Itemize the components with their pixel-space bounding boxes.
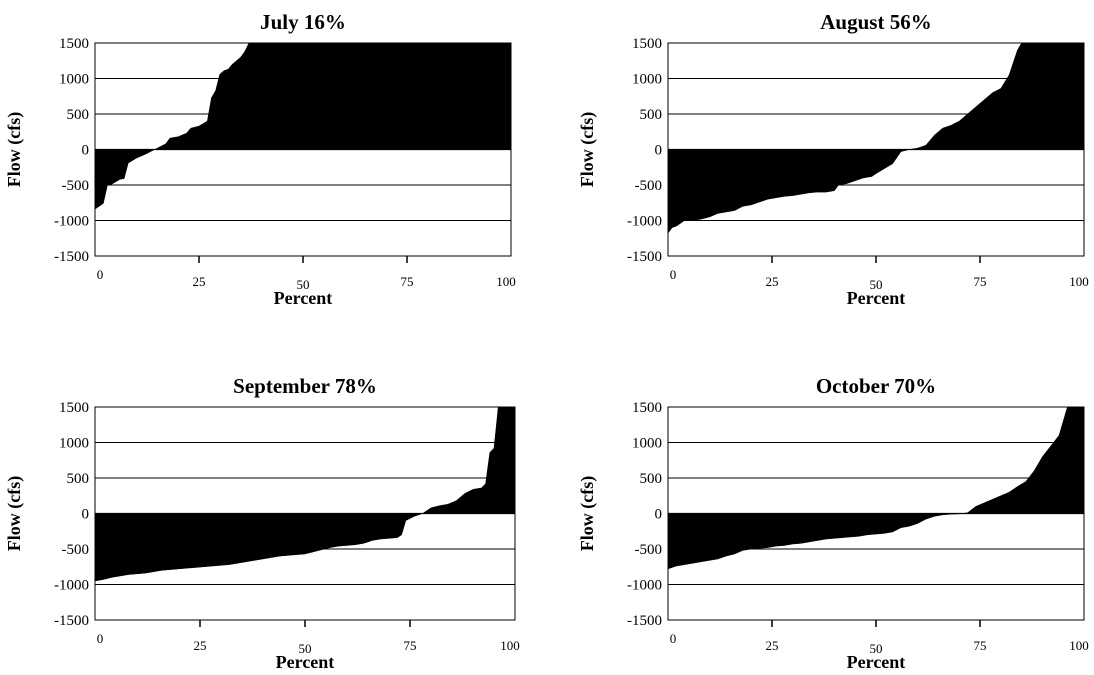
y-tick-label: -500 bbox=[62, 542, 90, 558]
x-axis-title: Percent bbox=[274, 288, 333, 308]
chart-panel-0: 1500 1000 500 0 -500 -1000 -1500 0 25 50 75 100 July… bbox=[4, 10, 516, 308]
x-tick-label: 75 bbox=[974, 274, 987, 289]
y-tick-label: 0 bbox=[82, 143, 90, 159]
x-tick-label: 25 bbox=[194, 638, 207, 653]
y-tick-label: -500 bbox=[62, 178, 90, 194]
y-axis-title: Flow (cfs) bbox=[577, 112, 598, 187]
x-tick-label: 50 bbox=[870, 641, 883, 656]
y-tick-label: 0 bbox=[655, 507, 663, 523]
x-tick-label: 0 bbox=[97, 267, 104, 282]
y-tick-label: 1500 bbox=[632, 36, 662, 52]
y-tick-label: 500 bbox=[67, 107, 90, 123]
chart-title: August 56% bbox=[820, 10, 931, 34]
y-axis-title: Flow (cfs) bbox=[4, 476, 25, 551]
y-tick-label: -1500 bbox=[54, 249, 89, 265]
x-tick-label: 25 bbox=[766, 638, 779, 653]
x-tick-label: 50 bbox=[870, 277, 883, 292]
y-tick-label: -1500 bbox=[54, 613, 89, 629]
y-tick-label: -1000 bbox=[54, 578, 89, 594]
y-tick-label: -1500 bbox=[627, 249, 662, 265]
y-tick-label: -1000 bbox=[54, 214, 89, 230]
y-tick-label: 1000 bbox=[632, 72, 662, 88]
y-tick-label: -500 bbox=[635, 178, 663, 194]
chart-title: July 16% bbox=[260, 10, 346, 34]
flow-area bbox=[667, 42, 1085, 235]
y-tick-label: 500 bbox=[640, 107, 663, 123]
chart-title: October 70% bbox=[816, 374, 936, 398]
flow-area bbox=[94, 406, 516, 582]
y-tick-label: -1500 bbox=[627, 613, 662, 629]
x-tick-label: 75 bbox=[401, 274, 414, 289]
chart-panel-3: 1500 1000 500 0 -500 -1000 -1500 0 25 50 75 100 Octo… bbox=[577, 374, 1089, 672]
x-tick-label: 75 bbox=[404, 638, 417, 653]
flow-area bbox=[667, 406, 1085, 570]
x-tick-label: 100 bbox=[500, 638, 520, 653]
y-tick-label: 1500 bbox=[632, 400, 662, 416]
chart-panel-1: 1500 1000 500 0 -500 -1000 -1500 0 25 50 75 100 Augu… bbox=[577, 10, 1089, 308]
y-tick-label: 500 bbox=[67, 471, 90, 487]
x-axis-title: Percent bbox=[847, 652, 906, 672]
y-tick-label: 1000 bbox=[59, 72, 89, 88]
x-tick-label: 25 bbox=[193, 274, 206, 289]
x-tick-label: 100 bbox=[1069, 638, 1089, 653]
y-tick-label: 1000 bbox=[59, 436, 89, 452]
y-tick-label: -1000 bbox=[627, 578, 662, 594]
y-axis-title: Flow (cfs) bbox=[577, 476, 598, 551]
chart-title: September 78% bbox=[233, 374, 377, 398]
x-tick-label: 100 bbox=[496, 274, 516, 289]
y-tick-label: 1500 bbox=[59, 36, 89, 52]
x-tick-label: 50 bbox=[297, 277, 310, 292]
y-tick-label: 1000 bbox=[632, 436, 662, 452]
y-tick-label: 0 bbox=[655, 143, 663, 159]
x-axis-title: Percent bbox=[847, 288, 906, 308]
x-tick-label: 0 bbox=[97, 631, 104, 646]
x-tick-label: 0 bbox=[670, 267, 677, 282]
x-tick-label: 0 bbox=[670, 631, 677, 646]
flow-area bbox=[94, 42, 512, 210]
x-tick-label: 100 bbox=[1069, 274, 1089, 289]
y-tick-label: -1000 bbox=[627, 214, 662, 230]
x-tick-label: 25 bbox=[766, 274, 779, 289]
chart-panel-2: 1500 1000 500 0 -500 -1000 -1500 0 25 50 75 100 Sept… bbox=[4, 374, 520, 672]
y-tick-label: 1500 bbox=[59, 400, 89, 416]
x-tick-label: 75 bbox=[974, 638, 987, 653]
y-axis-title: Flow (cfs) bbox=[4, 112, 25, 187]
x-tick-label: 50 bbox=[299, 641, 312, 656]
y-tick-label: 0 bbox=[82, 507, 90, 523]
y-tick-label: 500 bbox=[640, 471, 663, 487]
y-tick-label: -500 bbox=[635, 542, 663, 558]
x-axis-title: Percent bbox=[276, 652, 335, 672]
